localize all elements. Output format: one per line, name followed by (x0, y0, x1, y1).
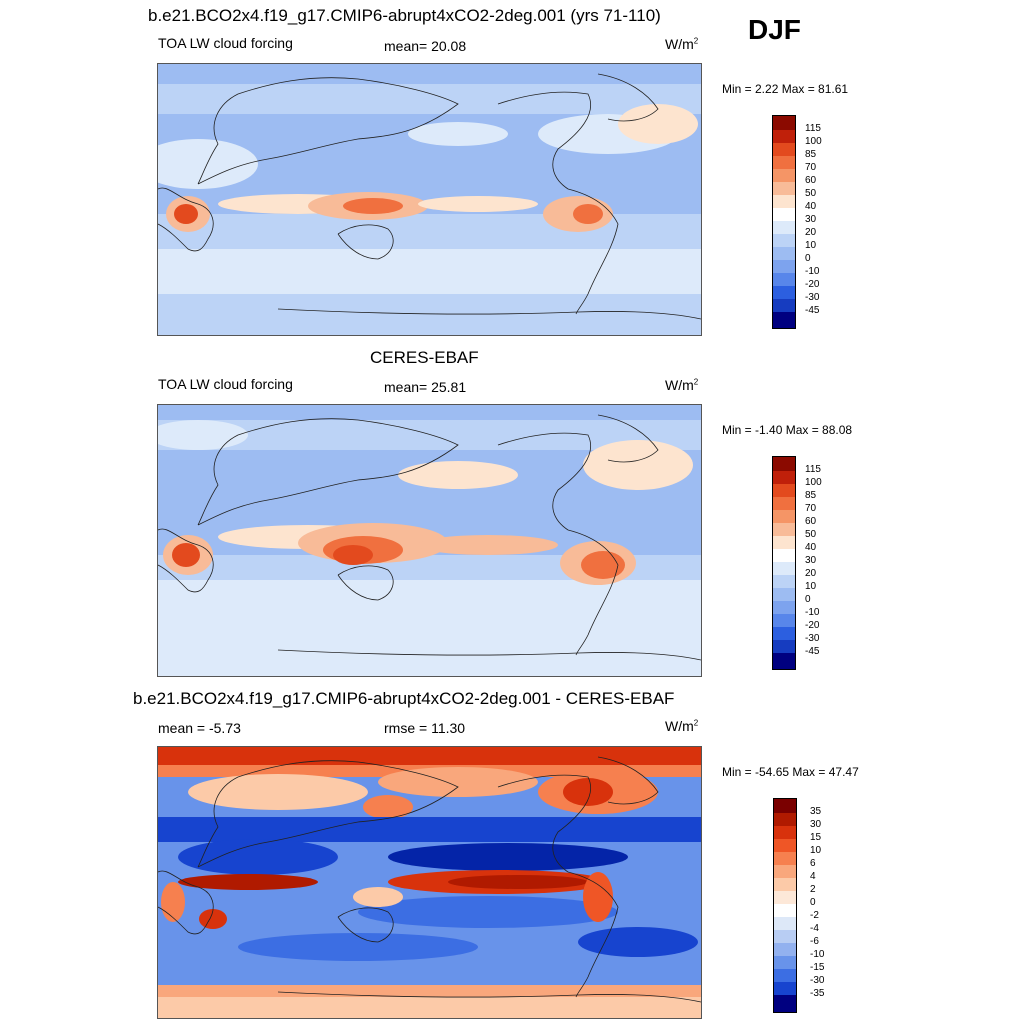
cb2-label: 60 (805, 516, 817, 527)
panel3-minmax: Min = -54.65 Max = 47.47 (722, 765, 859, 779)
cb1-label: 0 (805, 253, 811, 264)
season-label: DJF (748, 14, 801, 45)
panel1-units: W/m2 (665, 36, 699, 52)
panel2-units: W/m2 (665, 377, 699, 393)
cb1-label: -45 (805, 305, 820, 316)
cb2-label: 20 (805, 568, 817, 579)
cb1-label: 20 (805, 227, 817, 238)
cb2-label: 40 (805, 542, 817, 553)
panel1-variable-label: TOA LW cloud forcing (158, 35, 293, 51)
panel1-minmax: Min = 2.22 Max = 81.61 (722, 82, 849, 96)
panel2-title: CERES-EBAF (370, 348, 479, 367)
cb1-label: 115 (805, 123, 821, 134)
cb3-label: 4 (810, 871, 816, 882)
cb1-label: 30 (805, 214, 817, 225)
cb3-label: -35 (810, 988, 825, 999)
cb2-label: -30 (805, 633, 820, 644)
cb3-label: 6 (810, 858, 816, 869)
panel2-mean-label: mean= 25.81 (384, 379, 467, 395)
panel1-colorbar (772, 115, 796, 329)
cb1-label: 10 (805, 240, 817, 251)
panel3-title: b.e21.BCO2x4.f19_g17.CMIP6-abrupt4xCO2-2… (133, 689, 675, 708)
cb3-label: 35 (810, 806, 822, 817)
cb3-label: -30 (810, 975, 825, 986)
panel3-map (157, 746, 702, 1019)
cb2-label: 30 (805, 555, 817, 566)
cb2-label: -45 (805, 646, 820, 657)
panel1-mean-label: mean= 20.08 (384, 38, 467, 54)
cb3-label: 0 (810, 897, 816, 908)
cb1-label: -10 (805, 266, 820, 277)
cb2-label: -20 (805, 620, 820, 631)
panel3-mean-label: mean = -5.73 (158, 720, 241, 736)
cb3-label: -4 (810, 923, 819, 934)
panel1-title: b.e21.BCO2x4.f19_g17.CMIP6-abrupt4xCO2-2… (148, 6, 661, 25)
cb3-label: -10 (810, 949, 825, 960)
panel2-map (157, 404, 702, 677)
cb2-label: -10 (805, 607, 820, 618)
panel2-colorbar (772, 456, 796, 670)
cb2-label: 85 (805, 490, 817, 501)
cb3-label: -2 (810, 910, 819, 921)
cb3-label: 15 (810, 832, 822, 843)
panel3-units: W/m2 (665, 718, 699, 734)
panel2-minmax: Min = -1.40 Max = 88.08 (722, 423, 853, 437)
cb3-label: 30 (810, 819, 822, 830)
panel1-map (157, 63, 702, 336)
cb1-label: -30 (805, 292, 820, 303)
cb1-label: 60 (805, 175, 817, 186)
panel2-variable-label: TOA LW cloud forcing (158, 376, 293, 392)
cb1-label: 85 (805, 149, 817, 160)
cb1-label: 70 (805, 162, 817, 173)
panel3-rmse-label: rmse = 11.30 (384, 720, 466, 736)
panel3-colorbar (773, 798, 797, 1013)
cb3-label: 10 (810, 845, 822, 856)
cb2-label: 50 (805, 529, 817, 540)
cb3-label: 2 (810, 884, 816, 895)
cb3-label: -6 (810, 936, 819, 947)
cb1-label: 50 (805, 188, 817, 199)
cb2-label: 70 (805, 503, 817, 514)
cb1-label: -20 (805, 279, 820, 290)
cb2-label: 10 (805, 581, 817, 592)
cb2-label: 0 (805, 594, 811, 605)
cb3-label: -15 (810, 962, 825, 973)
cb1-label: 40 (805, 201, 817, 212)
cb2-label: 100 (805, 477, 822, 488)
cb1-label: 100 (805, 136, 822, 147)
cb2-label: 115 (805, 464, 821, 475)
